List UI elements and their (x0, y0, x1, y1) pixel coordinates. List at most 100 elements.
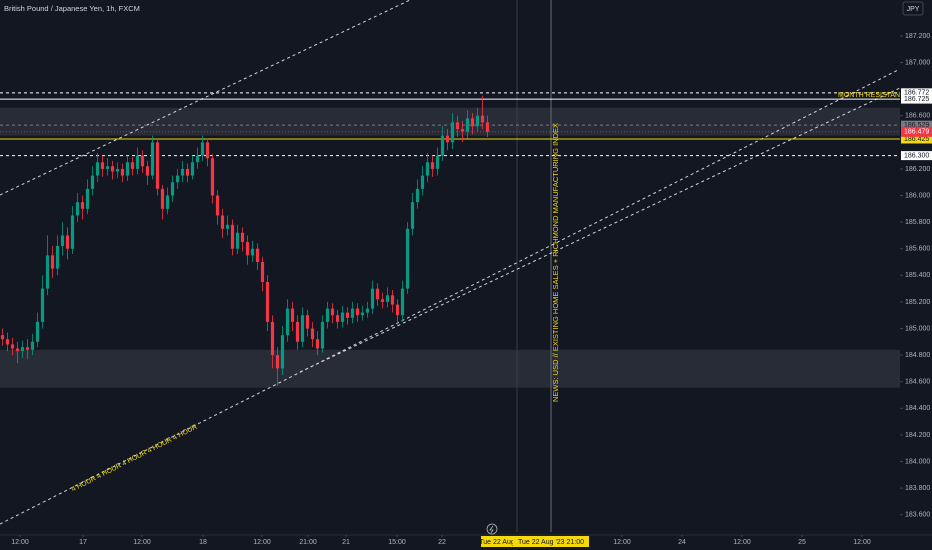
y-tick-label: 186.200 (905, 166, 930, 173)
candle-body (60, 235, 65, 247)
candle-body (380, 299, 385, 302)
candle-body (145, 166, 150, 176)
x-tick-label: 12:00 (253, 539, 271, 546)
x-tick-label: 15:00 (388, 539, 406, 546)
price-level-box (901, 94, 932, 104)
annotation: NEWS: USD // EXISTING HOME SALES + RICHM… (551, 123, 560, 402)
candle-body (320, 321, 325, 349)
candle-body (35, 321, 40, 342)
candle-body (360, 312, 365, 316)
candle-body (480, 115, 485, 123)
x-tick-label: 12:00 (733, 539, 751, 546)
candle-body (255, 248, 260, 263)
candle-body (70, 215, 75, 249)
candle-body (185, 168, 190, 176)
candle-body (95, 162, 100, 176)
candle-body (205, 142, 210, 159)
trend-line (0, 0, 411, 196)
candle-body (435, 155, 440, 169)
crosshair-label: Tue 22 Aug (479, 539, 515, 546)
candle-body (310, 328, 315, 340)
x-tick-label: 24 (678, 539, 686, 546)
candle-body (285, 308, 290, 336)
zone (0, 107, 900, 136)
x-tick-label: 21:00 (299, 539, 317, 546)
candle-body (335, 315, 340, 322)
candle-body (45, 255, 50, 289)
y-tick-label: 185.200 (905, 299, 930, 306)
x-tick-label: 12:00 (11, 539, 29, 546)
candle-body (130, 162, 135, 169)
candle-body (220, 215, 225, 229)
candle-body (250, 248, 255, 256)
candle-body (365, 308, 370, 313)
candle-body (135, 155, 140, 169)
last-price-label: 186.479 (904, 129, 929, 136)
candle-body (85, 188, 90, 209)
candle-body (175, 175, 180, 183)
candle-body (315, 339, 320, 349)
price-level-label: 186.725 (904, 96, 929, 103)
candle-body (105, 166, 110, 169)
candle-body (115, 168, 120, 172)
candle-body (0, 335, 5, 340)
annotation: MONTH RESISTANCE (838, 92, 910, 99)
candle-body (215, 195, 220, 216)
candle-body (425, 162, 430, 176)
price-level-label: 186.529 (904, 122, 929, 129)
candle-body (350, 308, 355, 318)
candle-body (455, 122, 460, 130)
y-tick-label: 185.600 (905, 246, 930, 253)
candle-body (405, 228, 410, 289)
candle-body (475, 115, 480, 127)
candle-body (415, 188, 420, 203)
candle-body (75, 202, 80, 216)
candle-body (345, 312, 350, 318)
candle-body (355, 308, 360, 316)
y-tick-label: 184.400 (905, 405, 930, 412)
y-tick-label: 187.000 (905, 59, 930, 66)
candle-body (430, 162, 435, 169)
candle-body (200, 142, 205, 156)
candle-body (330, 308, 335, 316)
candle-body (420, 175, 425, 189)
candle-body (90, 175, 95, 189)
y-tick-label: 186.600 (905, 113, 930, 120)
candle-body (240, 232, 245, 243)
candle-body (275, 355, 280, 369)
candle-body (390, 295, 395, 305)
candle-body (450, 122, 455, 143)
price-level-box (901, 88, 932, 98)
event-icon (486, 523, 498, 535)
candle-body (110, 166, 115, 172)
candle-body (25, 347, 30, 350)
x-tick-label: 21 (342, 539, 350, 546)
candle-body (465, 118, 470, 132)
x-tick-label: 12:00 (133, 539, 151, 546)
candle-body (290, 308, 295, 322)
x-tick-label: 12:00 (613, 539, 631, 546)
candle-body (20, 347, 25, 352)
x-tick-label: 17 (79, 539, 87, 546)
price-level-box (901, 151, 932, 161)
candle-body (270, 321, 275, 356)
currency: JPY (907, 6, 920, 13)
currency-box (902, 1, 924, 16)
candle-body (155, 142, 160, 189)
price-level-label: 186.772 (904, 90, 929, 97)
candle-body (50, 255, 55, 269)
candle-body (395, 304, 400, 316)
candle-body (210, 158, 215, 196)
y-tick-label: 186.000 (905, 192, 930, 199)
candle-body (485, 122, 490, 132)
event-icon (489, 525, 494, 534)
candle-body (150, 142, 155, 176)
candle-body (370, 288, 375, 309)
candle-body (10, 344, 15, 349)
candle-body (100, 162, 105, 169)
candle-body (265, 281, 270, 322)
candle-body (340, 312, 345, 322)
zone (0, 349, 900, 388)
candle-body (400, 288, 405, 316)
